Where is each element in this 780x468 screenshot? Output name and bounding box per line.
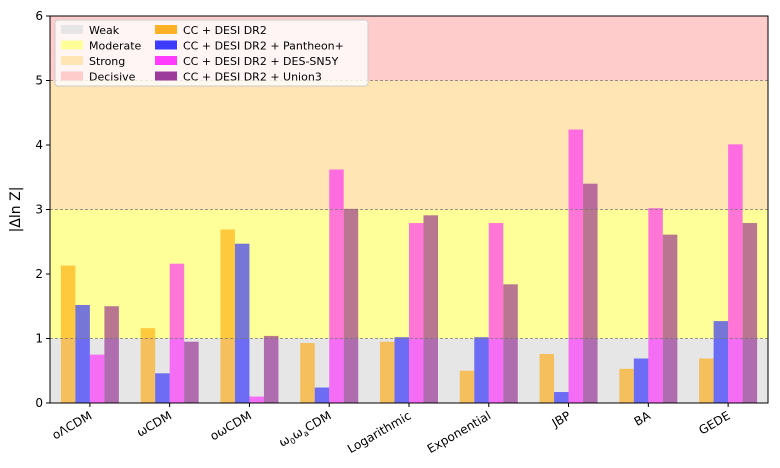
x-tick-label-6: Exponential: [425, 408, 493, 456]
bar-3-series-1: [220, 229, 235, 403]
x-tick-label-1: oΛCDM: [50, 408, 95, 442]
y-tick-label: 1: [35, 332, 43, 346]
bar-2-series-3: [169, 263, 185, 403]
x-tick-label-9: GEDE: [696, 408, 732, 437]
legend-label-weak: Weak: [89, 24, 120, 37]
legend-swatch-series-3: [155, 56, 177, 65]
bar-2-series-1: [140, 328, 156, 403]
legend: Weak Moderate Strong Decisive CC + DESI DR2 C…: [54, 19, 369, 87]
y-axis-title: |Δln Z|: [8, 187, 24, 233]
bar-6-series-3: [488, 223, 504, 403]
y-tick-label: 5: [35, 74, 43, 88]
legend-swatch-decisive: [61, 71, 83, 81]
bar-1-series-4: [104, 306, 119, 403]
bar-5-series-1: [380, 341, 395, 403]
x-tick-label-3: oωCDM: [208, 408, 254, 443]
y-tick-label: 2: [35, 267, 43, 281]
bar-4-series-3: [329, 169, 344, 403]
y-tick-label: 0: [35, 396, 43, 410]
bars: [60, 129, 758, 404]
legend-label-series-3: CC + DESI DR2 + DES-SN5Y: [183, 55, 339, 68]
x-tick-label-5: Logarithmic: [345, 408, 413, 456]
bar-1-series-1: [60, 265, 76, 403]
bar-3-series-4: [263, 335, 279, 403]
bar-8-series-3: [648, 208, 663, 403]
bar-1-series-2: [75, 304, 90, 403]
bar-4-series-1: [300, 343, 315, 403]
bar-6-series-2: [474, 337, 489, 403]
bar-8-series-1: [619, 368, 634, 403]
bar-7-series-3: [568, 129, 584, 403]
bar-2-series-2: [155, 373, 170, 403]
band-strong: [50, 80, 768, 210]
y-axis: 0 1 2 3 4 5 6: [35, 9, 50, 410]
bar-3-series-3: [249, 396, 264, 403]
bar-9-series-4: [742, 223, 758, 403]
legend-swatch-series-4: [155, 71, 177, 81]
x-axis: oΛCDM ωCDM oωCDM ω0ωaCDM Logarithmic Exponent…: [50, 403, 733, 456]
legend-label-moderate: Moderate: [89, 40, 142, 53]
x-tick-label-4: ω0ωaCDM: [276, 408, 334, 451]
bar-5-series-4: [423, 215, 438, 403]
x-tick-label-8: BA: [632, 408, 654, 429]
bar-8-series-4: [662, 234, 678, 403]
bar-1-series-3: [89, 354, 105, 403]
legend-label-series-2: CC + DESI DR2 + Pantheon+: [183, 40, 344, 53]
legend-label-series-1: CC + DESI DR2: [183, 24, 267, 37]
legend-swatch-strong: [61, 56, 83, 65]
bar-9-series-3: [728, 144, 743, 404]
bar-7-series-4: [583, 183, 598, 403]
y-tick-label: 4: [35, 138, 43, 152]
legend-swatch-series-2: [155, 40, 177, 50]
bar-6-series-4: [503, 284, 518, 403]
bar-7-series-1: [539, 353, 555, 403]
bar-5-series-2: [394, 337, 409, 403]
bar-7-series-2: [554, 392, 569, 403]
bar-3-series-2: [234, 243, 250, 403]
bar-6-series-1: [459, 370, 475, 403]
y-tick-label: 3: [35, 203, 43, 217]
legend-swatch-series-1: [155, 25, 177, 34]
y-tick-label: 6: [35, 9, 43, 23]
bar-9-series-1: [699, 358, 714, 403]
legend-box: [54, 19, 369, 87]
bar-8-series-2: [633, 358, 649, 403]
legend-label-series-4: CC + DESI DR2 + Union3: [183, 71, 322, 84]
bar-4-series-4: [343, 208, 359, 403]
legend-swatch-weak: [61, 25, 83, 34]
bar-5-series-3: [409, 223, 424, 403]
legend-label-strong: Strong: [89, 55, 125, 68]
bar-2-series-4: [184, 341, 199, 403]
legend-swatch-moderate: [61, 40, 83, 50]
legend-label-decisive: Decisive: [89, 71, 136, 84]
x-tick-label-7: JBP: [549, 408, 573, 430]
bar-9-series-2: [713, 321, 729, 403]
bar-4-series-2: [314, 387, 330, 403]
x-tick-label-2: ωCDM: [134, 408, 174, 439]
